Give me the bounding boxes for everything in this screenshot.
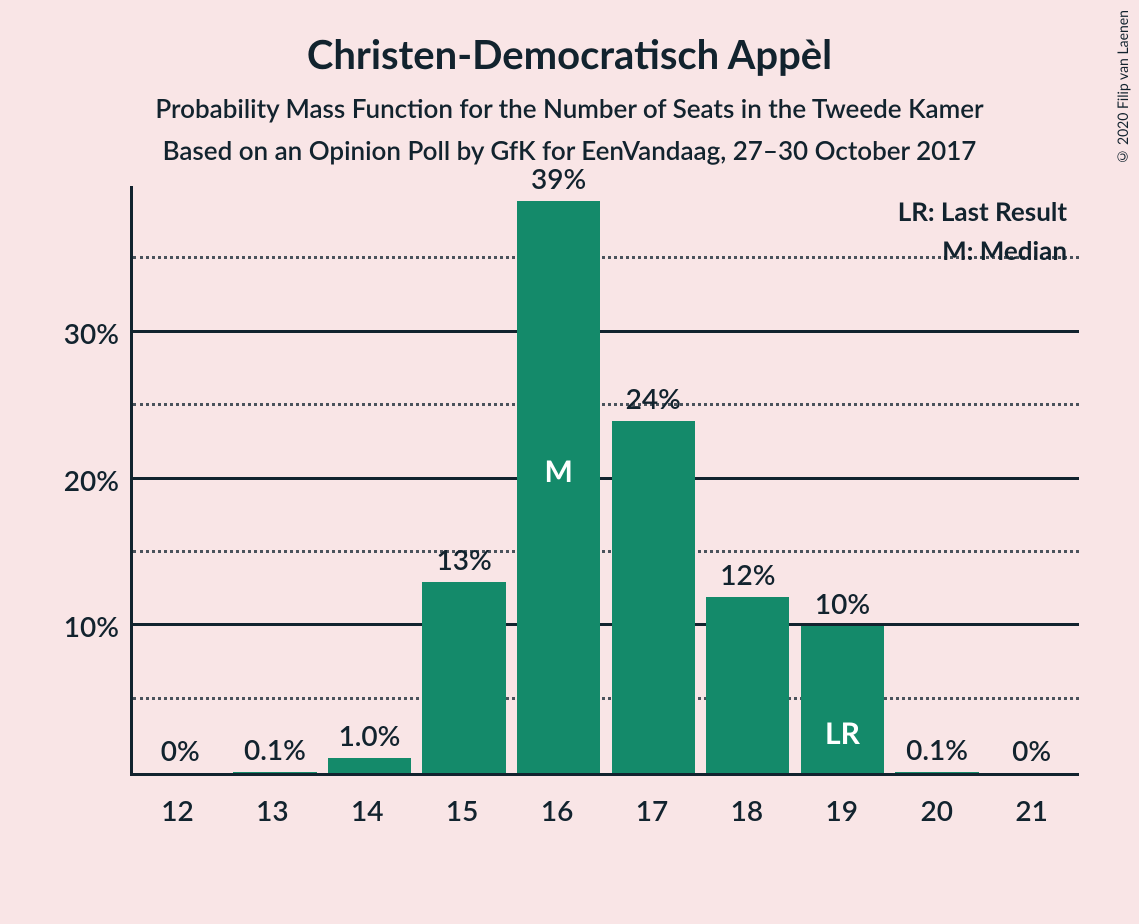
bars-container: 0%0.1%1.0%13%39%M24%12%10%LR0.1%0% [133, 186, 1079, 773]
last-result-marker: LR [825, 715, 860, 751]
bar: 12% [706, 597, 789, 773]
bar-slot: 12% [701, 186, 796, 773]
y-tick-label: 30% [64, 316, 133, 350]
legend: LR: Last Result M: Median [898, 192, 1067, 270]
bar-value-label: 0% [161, 733, 200, 767]
bar-slot: 39%M [511, 186, 606, 773]
x-tick-label: 16 [510, 781, 605, 836]
bar-slot: 13% [417, 186, 512, 773]
bar-slot: 0.1% [890, 186, 985, 773]
bar-slot: 10% LR [795, 186, 890, 773]
bar: 0.1% [895, 772, 978, 773]
legend-m: M: Median [898, 231, 1067, 270]
bar-value-label: 0.1% [906, 732, 968, 766]
bar-slot: 0% [984, 186, 1079, 773]
x-tick-label: 15 [415, 781, 510, 836]
x-tick-label: 12 [130, 781, 225, 836]
bar: 24% [612, 421, 695, 773]
bar: 10%LR [801, 626, 884, 773]
bar: 1.0% [328, 758, 411, 773]
copyright-text: © 2020 Filip van Laenen [1114, 10, 1131, 166]
bar-slot: 24% [606, 186, 701, 773]
bar-slot: 0% [133, 186, 228, 773]
x-tick-label: 21 [984, 781, 1079, 836]
chart-title: Christen-Democratisch Appèl [40, 30, 1099, 78]
bar: 39%M [517, 201, 600, 773]
x-tick-label: 17 [605, 781, 700, 836]
bar-value-label: 39% [531, 161, 586, 195]
legend-lr: LR: Last Result [898, 192, 1067, 231]
x-tick-label: 18 [699, 781, 794, 836]
chart-subtitle-1: Probability Mass Function for the Number… [40, 92, 1099, 124]
bar-value-label: 1.0% [339, 718, 401, 752]
chart-area: LR: Last Result M: Median 10%20%30% 0%0.… [130, 186, 1079, 836]
x-tick-label: 20 [889, 781, 984, 836]
bar-value-label: 12% [720, 557, 775, 591]
y-tick-label: 10% [64, 609, 133, 643]
bar-value-label: 13% [436, 542, 491, 576]
bar-value-label: 0.1% [244, 732, 306, 766]
median-marker: M [544, 453, 572, 489]
plot-area: LR: Last Result M: Median 10%20%30% 0%0.… [130, 186, 1079, 776]
bar: 0.1% [233, 772, 316, 773]
bar-value-label: 24% [626, 381, 681, 415]
y-tick-label: 20% [64, 463, 133, 497]
bar: 13% [422, 582, 505, 773]
x-tick-label: 19 [794, 781, 889, 836]
bar-slot: 0.1% [228, 186, 323, 773]
x-axis-labels: 12131415161718192021 [130, 781, 1079, 836]
bar-slot: 1.0% [322, 186, 417, 773]
x-tick-label: 13 [225, 781, 320, 836]
bar-value-label: 0% [1012, 733, 1051, 767]
bar-value-label: 10% [815, 586, 870, 620]
x-tick-label: 14 [320, 781, 415, 836]
